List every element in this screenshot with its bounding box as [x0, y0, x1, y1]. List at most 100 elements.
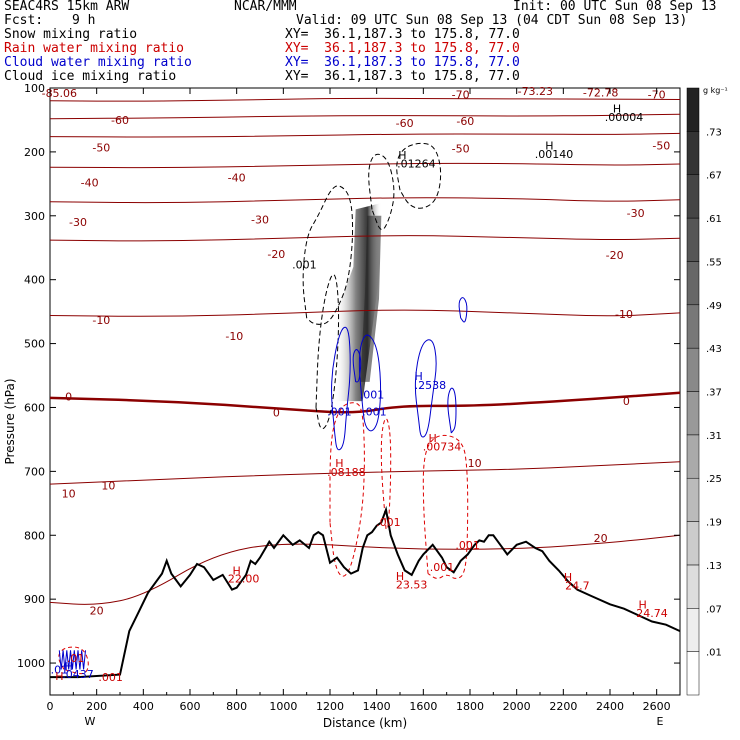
colorbar-segment [686, 347, 700, 392]
temperature-label: 10 [62, 488, 76, 501]
extrema-label: H [398, 149, 406, 162]
temperature-contour-minus40 [49, 162, 681, 169]
field-rain-name: Rain water mixing ratio [4, 41, 185, 56]
colorbar-label: .55 [706, 257, 722, 268]
field-cloudice-name: Cloud ice mixing ratio [4, 69, 177, 84]
temperature-label: -73.23 [518, 85, 553, 98]
y-axis-title: Pressure (hPa) [3, 378, 17, 464]
temperature-label: 20 [594, 532, 608, 545]
field-cloudwater-name: Cloud water mixing ratio [4, 55, 192, 70]
y-tick-label: 400 [24, 274, 45, 287]
extrema-label: H [613, 102, 621, 115]
temperature-label: -40 [228, 171, 246, 184]
extrema-label: H [233, 564, 241, 577]
colorbar-segment [686, 217, 700, 262]
extrema-label: .00734 [423, 440, 462, 453]
colorbar-segment [686, 477, 700, 522]
temperature-label: -30 [251, 214, 269, 227]
field-cloudice-xy: XY= 36.1,187.3 to 175.8, 77.0 [285, 69, 520, 84]
extrema-label: .01264 [397, 157, 436, 170]
init-time: Init: 00 UTC Sun 08 Sep 13 [513, 0, 717, 14]
temperature-label: -70 [452, 88, 470, 101]
plot-area: -85.06 -73.23 -72.78 -70 -70 -60 -60 -60 -50 -50 -… [3, 82, 681, 730]
temperature-label: -85.06 [42, 87, 77, 100]
temperature-label: -70 [648, 88, 666, 101]
colorbar-segment [686, 434, 700, 479]
temperature-label: -60 [396, 117, 414, 130]
y-tick-label: 700 [24, 465, 45, 478]
x-tick-label: 1400 [363, 700, 391, 713]
temperature-contour-minus20 [49, 235, 681, 242]
temperature-label: -40 [81, 177, 99, 190]
extrema-label: .0437 [62, 668, 94, 681]
y-tick-label: 600 [24, 401, 45, 414]
extrema-label: .001 [360, 389, 385, 402]
colorbar-segment [686, 131, 700, 175]
x-tick-label: 0 [47, 700, 54, 713]
field-snow-xy: XY= 36.1,187.3 to 175.8, 77.0 [285, 27, 520, 42]
extrema-label: H [545, 140, 553, 153]
snow-core-shading [360, 215, 382, 382]
colorbar-segment [686, 608, 700, 652]
extrema-label: H [396, 570, 404, 583]
temperature-label: -20 [267, 248, 285, 261]
x-tick-label: 200 [86, 700, 107, 713]
temperature-label: -30 [627, 207, 645, 220]
colorbar-segment [686, 261, 700, 306]
x-tick-label: 1000 [269, 700, 297, 713]
x-tick-label: 600 [180, 700, 201, 713]
extrema-label: .01 [51, 663, 69, 676]
colorbar-label: .73 [706, 127, 722, 138]
colorbar-label: .25 [706, 474, 722, 485]
colorbar-label: .07 [706, 604, 722, 615]
temperature-label: -72.78 [583, 86, 618, 99]
temperature-label: 0 [273, 407, 280, 420]
forecast-value: 9 h [72, 13, 96, 28]
cloud-water-contour-4 [458, 297, 468, 323]
field-rain-xy: XY= 36.1,187.3 to 175.8, 77.0 [285, 41, 520, 56]
extrema-label: .001 [430, 561, 455, 574]
rain-water-contour-3 [422, 434, 469, 579]
temperature-label: -20 [606, 249, 624, 262]
temperature-label: -30 [69, 216, 87, 229]
colorbar-segment [686, 564, 700, 609]
x-axis-title: Distance (km) [323, 716, 407, 730]
extrema-label: 24.7 [565, 580, 590, 593]
temperature-label: 10 [101, 479, 115, 492]
y-tick-label: 900 [24, 593, 45, 606]
extrema-label: .001 [292, 258, 317, 271]
field-snow-name: Snow mixing ratio [4, 27, 138, 42]
temperature-label: -10 [225, 330, 243, 343]
extrema-label: H [639, 598, 647, 611]
colorbar-segment [686, 521, 700, 566]
y-tick-label: 300 [24, 210, 45, 223]
colorbar-unit: g kg⁻¹ [703, 86, 728, 95]
west-label: W [85, 715, 96, 728]
colorbar-segment [686, 391, 700, 436]
model-title: SEAC4RS 15km ARW [4, 0, 130, 14]
extrema-label: .2538 [415, 379, 447, 392]
cloud-water-contour-6 [352, 349, 362, 383]
y-tick-label: 1000 [17, 657, 45, 670]
temperature-contour-minus30 [49, 197, 681, 204]
cloud-ice-contour-4 [315, 274, 340, 430]
temperature-contour-minus50 [49, 132, 681, 138]
cloud-ice-contour-2 [368, 153, 395, 230]
extrema-label: .001 [455, 539, 480, 552]
cloud-water-contour-3 [414, 339, 437, 438]
extrema-label: .08188 [327, 466, 366, 479]
extrema-label: .001 [362, 405, 387, 418]
temperature-label: -50 [452, 143, 470, 156]
x-tick-label: 800 [226, 700, 247, 713]
y-tick-label: 200 [24, 146, 45, 159]
x-tick-label: 2000 [503, 700, 531, 713]
plot-frame [49, 87, 681, 696]
extrema-label: H [65, 660, 73, 673]
temperature-contour-minus60 [49, 113, 681, 120]
temperature-label: 10 [468, 457, 482, 470]
colorbar-segment [686, 87, 700, 132]
extrema-label: H [335, 457, 343, 470]
cloud-water-contour-1 [331, 326, 351, 451]
temperature-label: -50 [652, 140, 670, 153]
